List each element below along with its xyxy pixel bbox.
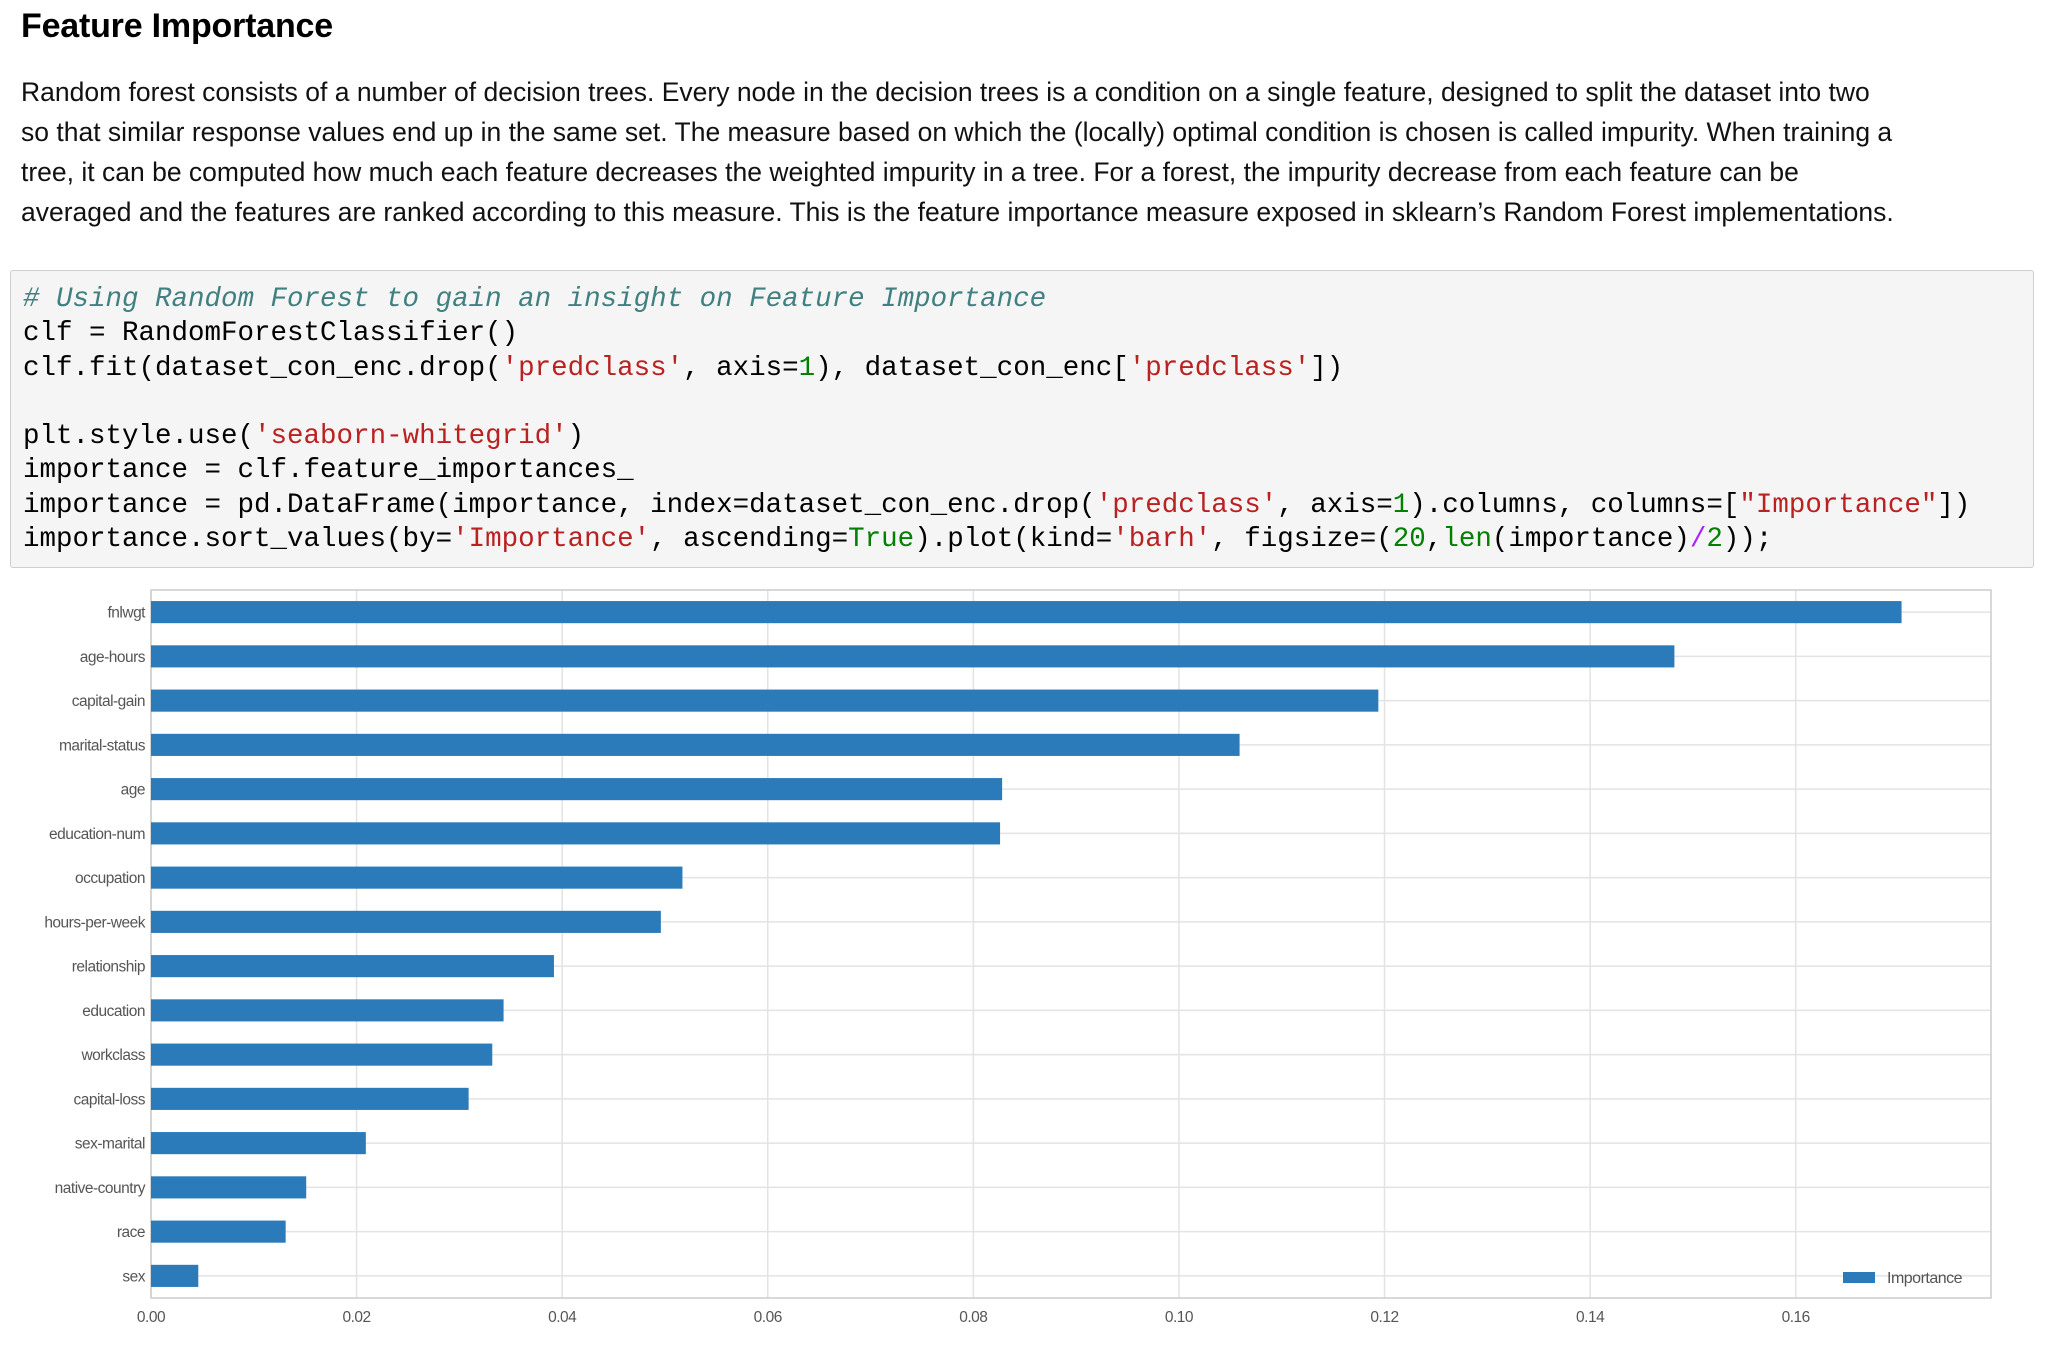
code-line: importance = pd.DataFrame(importance, in…	[23, 489, 1970, 523]
x-tick-label: 0.02	[343, 1309, 371, 1326]
code-token: ).columns, columns=[	[1409, 489, 1740, 521]
code-token: plt.style.use(	[23, 421, 255, 453]
y-tick-label: race	[117, 1224, 145, 1241]
code-line: clf = RandomForestClassifier()	[23, 317, 1970, 351]
bar	[151, 689, 1379, 712]
x-tick-label: 0.04	[548, 1309, 577, 1326]
bar	[151, 778, 1003, 801]
bar	[151, 1220, 286, 1243]
bars	[151, 601, 1902, 1287]
y-tick-label: education	[82, 1003, 145, 1020]
code-token: /	[1689, 524, 1707, 556]
y-tick-label: age	[121, 782, 145, 799]
y-tick-label: workclass	[80, 1047, 145, 1064]
code-token: , axis=	[683, 352, 799, 384]
code-token: ));	[1722, 524, 1773, 556]
code-line: plt.style.use('seaborn-whitegrid')	[23, 420, 1970, 454]
x-tick-label: 0.00	[137, 1309, 166, 1326]
code-token: ).plot(kind=	[914, 524, 1113, 556]
legend-label: Importance	[1887, 1270, 1963, 1287]
code-token: ), dataset_con_enc[	[815, 352, 1129, 384]
code-token: clf = RandomForestClassifier()	[23, 318, 519, 350]
code-line	[23, 386, 1970, 420]
paragraph-line: so that similar response values end up i…	[21, 117, 1893, 147]
description-paragraph: Random forest consists of a number of de…	[21, 72, 2031, 232]
x-tick-label: 0.12	[1370, 1309, 1398, 1326]
code-token: ])	[1310, 352, 1344, 384]
code-token: , figsize=(	[1211, 524, 1393, 556]
code-token: ])	[1937, 489, 1971, 521]
plot-frame	[150, 589, 1992, 1299]
legend-swatch	[1843, 1272, 1875, 1283]
code-token: importance = pd.DataFrame(importance, in…	[23, 489, 1096, 521]
y-tick-label: age-hours	[80, 649, 146, 666]
x-tick-label: 0.14	[1576, 1309, 1605, 1326]
y-tick-label: sex	[122, 1268, 145, 1285]
bar	[151, 1264, 199, 1287]
code-token: 'barh'	[1112, 524, 1212, 556]
bar	[151, 999, 504, 1022]
code-token: ,	[1425, 524, 1443, 556]
code-token: # Using Random Forest to gain an insight…	[23, 284, 1047, 315]
bar	[151, 910, 661, 933]
code-token: len	[1442, 524, 1492, 556]
code-line: # Using Random Forest to gain an insight…	[23, 283, 1970, 317]
legend: Importance	[1843, 1270, 1963, 1287]
bar	[151, 866, 683, 889]
y-tick-label: sex-marital	[75, 1136, 145, 1153]
y-tick-label: hours-per-week	[44, 914, 145, 931]
code-token: importance = clf.feature_importances_	[23, 455, 634, 487]
code-input[interactable]: # Using Random Forest to gain an insight…	[23, 283, 1970, 557]
y-tick-label: capital-loss	[73, 1091, 145, 1108]
code-token: (importance)	[1491, 524, 1690, 556]
bar	[151, 1087, 469, 1110]
bar	[151, 645, 1675, 668]
y-tick-labels: fnlwgt age-hours capital-gain marital-statu…	[44, 605, 146, 1286]
y-tick-label: education-num	[49, 826, 145, 843]
code-token: 2	[1706, 524, 1723, 556]
bar	[151, 601, 1902, 624]
x-tick-label: 0.08	[959, 1309, 987, 1326]
code-token: 'predclass'	[501, 352, 684, 384]
code-line: importance = clf.feature_importances_	[23, 454, 1970, 488]
code-token: 'predclass'	[1095, 489, 1278, 521]
y-tick-label: relationship	[72, 959, 145, 976]
code-token: True	[848, 524, 915, 556]
paragraph-line: tree, it can be computed how much each f…	[21, 157, 1799, 187]
x-tick-label: 0.10	[1165, 1309, 1194, 1326]
bar	[151, 955, 554, 978]
code-token: importance.sort_values(by=	[23, 524, 453, 556]
x-tick-label: 0.16	[1782, 1309, 1810, 1326]
bar	[151, 1132, 366, 1155]
bar	[151, 1176, 307, 1199]
code-token: 1	[798, 352, 816, 384]
paragraph-line: averaged and the features are ranked acc…	[21, 197, 1894, 227]
x-tick-labels: 0.00 0.02 0.04 0.06 0.08 0.10 0.12 0.14 0.16	[137, 1309, 1810, 1326]
y-tick-label: native-country	[55, 1180, 146, 1197]
bar	[151, 1043, 493, 1066]
y-tick-label: marital-status	[59, 737, 146, 754]
y-tick-label: fnlwgt	[108, 605, 147, 622]
code-token: 20	[1392, 524, 1426, 556]
code-token: , ascending=	[650, 524, 849, 556]
y-tick-label: occupation	[75, 870, 145, 887]
bar	[151, 733, 1240, 756]
y-tick-label: capital-gain	[72, 693, 145, 710]
code-token: clf.fit(dataset_con_enc.drop(	[23, 352, 502, 384]
code-token: "Importance"	[1739, 489, 1938, 521]
section-title: Feature Importance	[21, 7, 333, 45]
code-token: 'predclass'	[1128, 352, 1311, 384]
code-token: )	[567, 421, 585, 453]
code-cell[interactable]: # Using Random Forest to gain an insight…	[10, 270, 2034, 568]
bar	[151, 822, 1001, 845]
code-token: , axis=	[1277, 489, 1393, 521]
code-line: importance.sort_values(by='Importance', …	[23, 523, 1970, 557]
x-tick-label: 0.06	[754, 1309, 782, 1326]
paragraph-line: Random forest consists of a number of de…	[21, 77, 1870, 107]
code-token: 1	[1392, 489, 1410, 521]
feature-importance-chart: fnlwgt age-hours capital-gain marital-statu…	[44, 589, 1992, 1326]
code-line: clf.fit(dataset_con_enc.drop('predclass'…	[23, 352, 1970, 386]
code-token: 'Importance'	[452, 524, 651, 556]
code-token: 'seaborn-whitegrid'	[254, 421, 568, 453]
